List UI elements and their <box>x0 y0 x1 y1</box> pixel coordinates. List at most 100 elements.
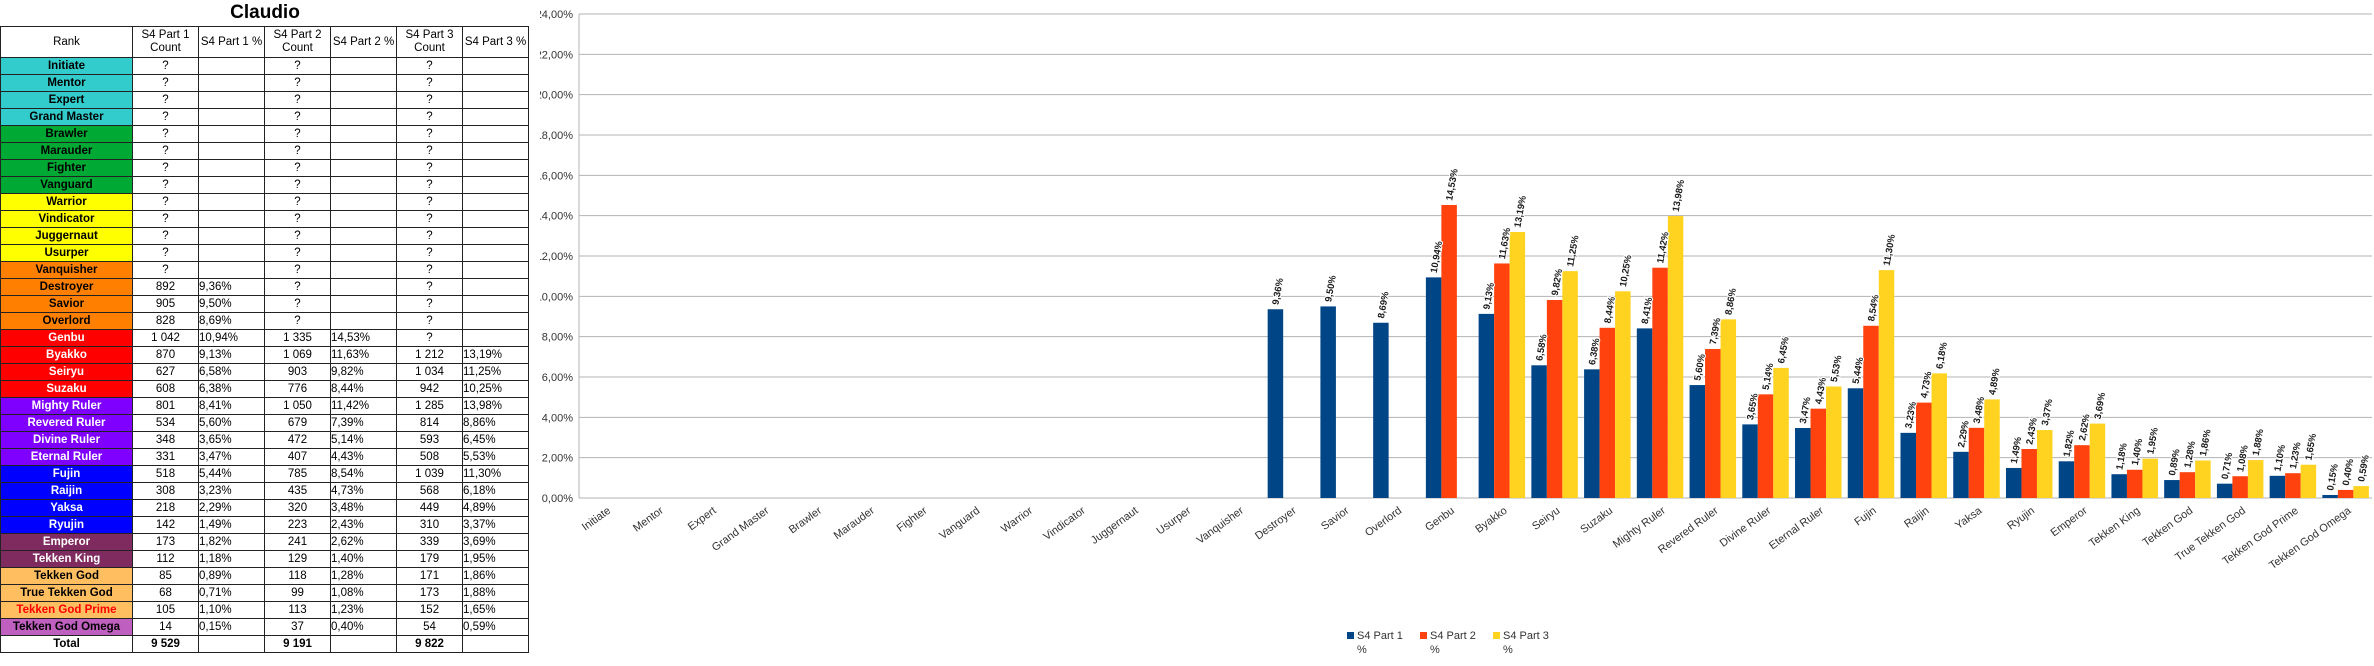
x-tick-label: Emperor <box>2049 505 2090 540</box>
count-cell: ? <box>264 142 331 160</box>
percent-cell <box>462 159 529 177</box>
y-axis-ticks: 0,00% 2,00% 4,00% 6,00% 8,00% 10,00% 12,00% 14,… <box>540 9 573 505</box>
count-cell: 435 <box>264 482 331 500</box>
count-cell: 68 <box>132 584 199 602</box>
x-tick-label: Juggernaut <box>1089 505 1141 547</box>
percent-cell: 4,43% <box>330 448 397 466</box>
count-cell: ? <box>396 57 463 75</box>
bar <box>2142 458 2158 498</box>
percent-cell <box>330 278 397 296</box>
count-cell: ? <box>132 74 199 92</box>
data-label: 0,15% <box>2325 463 2341 492</box>
percent-cell: 1,82% <box>198 533 265 551</box>
table-row: Mentor??? <box>0 74 529 92</box>
percent-cell: 0,15% <box>198 618 265 636</box>
header-p3-count: S4 Part 3 Count <box>396 26 463 58</box>
x-tick-label: Vanguard <box>937 505 982 542</box>
bar <box>1267 309 1284 498</box>
count-cell: 112 <box>132 550 199 568</box>
count-cell: 105 <box>132 601 199 619</box>
percent-cell <box>198 193 265 211</box>
percent-cell: 3,47% <box>198 448 265 466</box>
count-cell: ? <box>396 312 463 330</box>
count-cell: 142 <box>132 516 199 534</box>
table-row: Usurper??? <box>0 244 529 262</box>
percent-cell <box>330 108 397 126</box>
rank-name-cell: Overlord <box>0 312 133 330</box>
y-tick-label: 22,00% <box>540 49 573 61</box>
bar <box>1863 325 1879 498</box>
data-label: 8,69% <box>1376 290 1392 319</box>
percent-cell: 8,41% <box>198 397 265 415</box>
table-body: Initiate??? Mentor??? Expert??? Grand Maste… <box>0 57 529 653</box>
data-label: 4,89% <box>1987 367 2003 396</box>
table-row: True Tekken God 68 0,71% 99 1,08% 173 1,88% <box>0 584 529 602</box>
count-cell: ? <box>264 159 331 177</box>
count-cell: 593 <box>396 431 463 449</box>
count-cell: 1 042 <box>132 329 199 347</box>
percent-cell <box>462 227 529 245</box>
y-tick-label: 12,00% <box>540 251 573 263</box>
rank-name-cell: Genbu <box>0 329 133 347</box>
percent-cell: 5,44% <box>198 465 265 483</box>
count-cell: 241 <box>264 533 331 551</box>
data-label: 5,53% <box>1829 354 1845 383</box>
total-label: Total <box>0 635 133 653</box>
bar <box>2247 460 2264 498</box>
percent-cell: 5,14% <box>330 431 397 449</box>
percent-cell: 3,48% <box>330 499 397 517</box>
total-cell <box>330 635 397 653</box>
percent-cell <box>462 295 529 313</box>
percent-cell <box>462 176 529 194</box>
count-cell: 785 <box>264 465 331 483</box>
header-p3-pct: S4 Part 3 % <box>462 26 529 58</box>
table-row: Overlord 828 8,69%?? <box>0 312 529 330</box>
total-cell <box>462 635 529 653</box>
percent-cell <box>462 57 529 75</box>
count-cell: 118 <box>264 567 331 585</box>
bar <box>1599 327 1616 498</box>
count-cell: 54 <box>396 618 463 636</box>
count-cell: ? <box>264 227 331 245</box>
legend-label: S4 Part 3 <box>1503 630 1549 642</box>
count-cell: 1 069 <box>264 346 331 364</box>
data-label: 6,18% <box>1934 341 1950 370</box>
data-label: 10,25% <box>1618 254 1635 288</box>
rank-name-cell: Tekken God <box>0 567 133 585</box>
count-cell: 1 285 <box>396 397 463 415</box>
count-cell: ? <box>264 74 331 92</box>
x-tick-label: Fighter <box>895 505 930 535</box>
percent-cell <box>198 210 265 228</box>
total-cell: 9 822 <box>396 635 463 653</box>
count-cell: 472 <box>264 431 331 449</box>
rank-name-cell: Tekken King <box>0 550 133 568</box>
rank-table-panel: Claudio Rank S4 Part 1 Count S4 Part 1 %… <box>0 0 530 666</box>
count-cell: ? <box>396 125 463 143</box>
count-cell: ? <box>264 176 331 194</box>
count-cell: 508 <box>396 448 463 466</box>
percent-cell <box>198 91 265 109</box>
percent-cell: 4,73% <box>330 482 397 500</box>
count-cell: ? <box>396 278 463 296</box>
percent-cell: 0,59% <box>462 618 529 636</box>
x-tick-label: Genbu <box>1423 505 1457 534</box>
data-label: 3,23% <box>1903 400 1919 429</box>
rank-name-cell: Destroyer <box>0 278 133 296</box>
rank-name-cell: Raijin <box>0 482 133 500</box>
bar <box>2036 430 2053 498</box>
x-tick-label: Marauder <box>832 505 877 543</box>
count-cell: ? <box>396 329 463 347</box>
rank-name-cell: Fighter <box>0 159 133 177</box>
count-cell: 173 <box>396 584 463 602</box>
bar <box>1878 270 1895 498</box>
y-tick-label: 4,00% <box>542 412 573 424</box>
table-row: Initiate??? <box>0 57 529 75</box>
percent-cell: 11,25% <box>462 363 529 381</box>
header-p1-pct: S4 Part 1 % <box>198 26 265 58</box>
bar <box>1425 277 1442 498</box>
y-tick-label: 14,00% <box>540 211 573 223</box>
percent-cell <box>198 74 265 92</box>
bar <box>1826 386 1842 498</box>
percent-cell: 8,44% <box>330 380 397 398</box>
legend-label: S4 Part 1 <box>1357 630 1403 642</box>
